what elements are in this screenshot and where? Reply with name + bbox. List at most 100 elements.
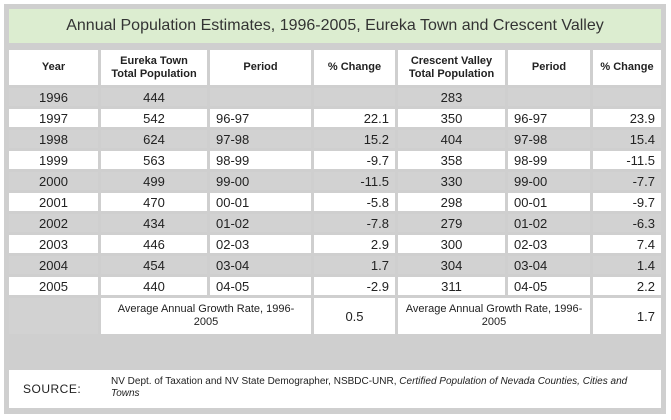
- crescent-period-cell: 03-04: [508, 256, 593, 274]
- crescent-change-cell: 2.2: [593, 277, 661, 295]
- crescent-period-cell: 99-00: [508, 172, 593, 190]
- header-crescent-period: Period: [508, 50, 593, 85]
- year-cell: 1997: [9, 109, 101, 127]
- crescent-change-cell: 23.9: [593, 109, 661, 127]
- table-row: 2003 446 02-03 2.9 300 02-03 7.4: [9, 235, 661, 253]
- crescent-population-cell: 350: [398, 109, 508, 127]
- source-plain-text: NV Dept. of Taxation and NV State Demogr…: [111, 376, 400, 387]
- table-row: 2000 499 99-00 -11.5 330 99-00 -7.7: [9, 172, 661, 190]
- eureka-population-cell: 434: [101, 214, 210, 232]
- crescent-population-cell: 298: [398, 193, 508, 211]
- crescent-average-label: Average Annual Growth Rate, 1996-2005: [398, 298, 593, 334]
- eureka-change-cell: -2.9: [314, 277, 398, 295]
- eureka-change-cell: 2.9: [314, 235, 398, 253]
- average-row: Average Annual Growth Rate, 1996-2005 0.5…: [9, 298, 661, 334]
- eureka-population-cell: 499: [101, 172, 210, 190]
- header-year: Year: [9, 50, 101, 85]
- eureka-average-label: Average Annual Growth Rate, 1996-2005: [101, 298, 314, 334]
- year-cell: 2001: [9, 193, 101, 211]
- table-row: 1999 563 98-99 -9.7 358 98-99 -11.5: [9, 151, 661, 169]
- year-cell: 1996: [9, 88, 101, 106]
- average-blank-cell: [9, 298, 101, 334]
- eureka-population-cell: 440: [101, 277, 210, 295]
- table-row: 1996 444 283: [9, 88, 661, 106]
- population-table: Year Eureka Town Total Population Period…: [9, 47, 661, 337]
- crescent-population-cell: 300: [398, 235, 508, 253]
- eureka-period-cell: 03-04: [210, 256, 314, 274]
- table-frame: Annual Population Estimates, 1996-2005, …: [4, 4, 666, 414]
- crescent-period-cell: 02-03: [508, 235, 593, 253]
- eureka-population-cell: 542: [101, 109, 210, 127]
- crescent-population-cell: 311: [398, 277, 508, 295]
- year-cell: 2003: [9, 235, 101, 253]
- eureka-change-cell: 15.2: [314, 130, 398, 148]
- source-note: SOURCE: NV Dept. of Taxation and NV Stat…: [9, 370, 661, 408]
- header-crescent-population: Crescent Valley Total Population: [398, 50, 508, 85]
- source-italic-text: Certified Population of Nevada Counties,…: [111, 376, 628, 399]
- eureka-period-cell: 98-99: [210, 151, 314, 169]
- crescent-period-cell: [508, 88, 593, 106]
- header-eureka-population: Eureka Town Total Population: [101, 50, 210, 85]
- table-row: 2005 440 04-05 -2.9 311 04-05 2.2: [9, 277, 661, 295]
- eureka-change-cell: -5.8: [314, 193, 398, 211]
- year-cell: 2005: [9, 277, 101, 295]
- crescent-population-cell: 279: [398, 214, 508, 232]
- crescent-change-cell: -9.7: [593, 193, 661, 211]
- eureka-change-cell: -9.7: [314, 151, 398, 169]
- eureka-period-cell: 96-97: [210, 109, 314, 127]
- year-cell: 2000: [9, 172, 101, 190]
- year-cell: 2004: [9, 256, 101, 274]
- eureka-period-cell: 99-00: [210, 172, 314, 190]
- header-eureka-change: % Change: [314, 50, 398, 85]
- eureka-change-cell: [314, 88, 398, 106]
- crescent-population-cell: 404: [398, 130, 508, 148]
- eureka-population-cell: 563: [101, 151, 210, 169]
- eureka-population-cell: 444: [101, 88, 210, 106]
- crescent-population-cell: 330: [398, 172, 508, 190]
- header-row: Year Eureka Town Total Population Period…: [9, 50, 661, 85]
- crescent-change-cell: 15.4: [593, 130, 661, 148]
- year-cell: 2002: [9, 214, 101, 232]
- eureka-period-cell: 04-05: [210, 277, 314, 295]
- eureka-period-cell: 01-02: [210, 214, 314, 232]
- year-cell: 1998: [9, 130, 101, 148]
- crescent-change-cell: -7.7: [593, 172, 661, 190]
- crescent-population-cell: 304: [398, 256, 508, 274]
- crescent-average-value: 1.7: [593, 298, 661, 334]
- eureka-change-cell: -11.5: [314, 172, 398, 190]
- table-row: 2001 470 00-01 -5.8 298 00-01 -9.7: [9, 193, 661, 211]
- crescent-change-cell: -6.3: [593, 214, 661, 232]
- crescent-population-cell: 358: [398, 151, 508, 169]
- eureka-population-cell: 470: [101, 193, 210, 211]
- table-title: Annual Population Estimates, 1996-2005, …: [9, 9, 661, 43]
- crescent-period-cell: 97-98: [508, 130, 593, 148]
- source-text: NV Dept. of Taxation and NV State Demogr…: [111, 376, 651, 400]
- header-eureka-period: Period: [210, 50, 314, 85]
- eureka-change-cell: 1.7: [314, 256, 398, 274]
- eureka-change-cell: -7.8: [314, 214, 398, 232]
- eureka-period-cell: 97-98: [210, 130, 314, 148]
- crescent-change-cell: 1.4: [593, 256, 661, 274]
- crescent-period-cell: 96-97: [508, 109, 593, 127]
- crescent-period-cell: 01-02: [508, 214, 593, 232]
- crescent-change-cell: [593, 88, 661, 106]
- table-row: 2002 434 01-02 -7.8 279 01-02 -6.3: [9, 214, 661, 232]
- crescent-period-cell: 00-01: [508, 193, 593, 211]
- source-label: SOURCE:: [23, 382, 82, 396]
- eureka-population-cell: 454: [101, 256, 210, 274]
- eureka-period-cell: 02-03: [210, 235, 314, 253]
- header-crescent-change: % Change: [593, 50, 661, 85]
- table-row: 2004 454 03-04 1.7 304 03-04 1.4: [9, 256, 661, 274]
- table-row: 1998 624 97-98 15.2 404 97-98 15.4: [9, 130, 661, 148]
- crescent-population-cell: 283: [398, 88, 508, 106]
- eureka-period-cell: 00-01: [210, 193, 314, 211]
- eureka-average-value: 0.5: [314, 298, 398, 334]
- crescent-period-cell: 98-99: [508, 151, 593, 169]
- table-row: 1997 542 96-97 22.1 350 96-97 23.9: [9, 109, 661, 127]
- eureka-population-cell: 624: [101, 130, 210, 148]
- crescent-period-cell: 04-05: [508, 277, 593, 295]
- year-cell: 1999: [9, 151, 101, 169]
- eureka-population-cell: 446: [101, 235, 210, 253]
- crescent-change-cell: -11.5: [593, 151, 661, 169]
- crescent-change-cell: 7.4: [593, 235, 661, 253]
